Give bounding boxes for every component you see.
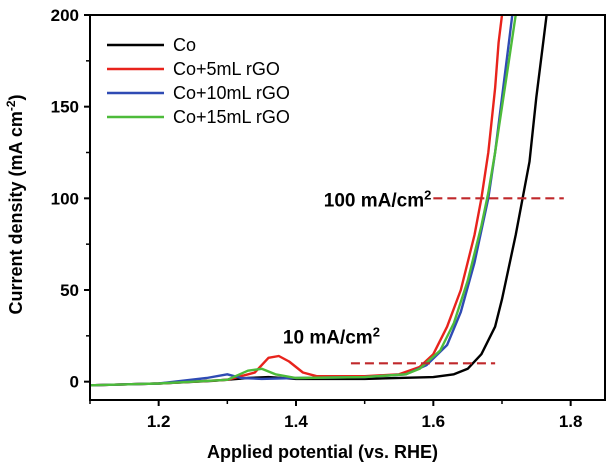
x-tick-label: 1.2 xyxy=(147,412,171,431)
legend: Co Co+5mL rGO Co+10mL rGO Co+15mL rGO xyxy=(107,35,290,127)
x-tick-label: 1.4 xyxy=(284,412,308,431)
y-tick-label: 50 xyxy=(60,281,79,300)
y-tick-label: 0 xyxy=(70,373,79,392)
legend-label: Co+10mL rGO xyxy=(173,83,290,103)
threshold-label-2: 10 mA/cm2 xyxy=(283,324,380,349)
y-tick-label: 150 xyxy=(51,98,79,117)
series-line-4 xyxy=(90,15,517,387)
y-axis-label: Current density (mA cm-2) xyxy=(4,94,26,314)
series-layer xyxy=(90,15,548,387)
plot-frame xyxy=(89,14,606,401)
legend-label: Co+5mL rGO xyxy=(173,59,280,79)
x-axis-label: Applied potential (vs. RHE) xyxy=(207,442,438,462)
x-tick-label: 1.6 xyxy=(422,412,446,431)
y-axis-label-main: Current density (mA cm xyxy=(6,111,26,314)
y-tick-label: 200 xyxy=(51,6,79,25)
axis-ticks: 1.2 1.4 1.6 1.8 0 50 100 150 200 xyxy=(51,6,583,431)
legend-label: Co+15mL rGO xyxy=(173,107,290,127)
y-axis-label-close: ) xyxy=(6,94,26,100)
legend-label: Co xyxy=(173,35,196,55)
x-tick-label: 1.8 xyxy=(559,412,583,431)
y-axis-label-superscript: -2 xyxy=(4,100,18,111)
threshold-label-1: 100 mA/cm2 xyxy=(324,187,432,212)
y-tick-label: 100 xyxy=(51,189,79,208)
annotation-layer: 100 mA/cm2 10 mA/cm2 xyxy=(283,187,564,365)
